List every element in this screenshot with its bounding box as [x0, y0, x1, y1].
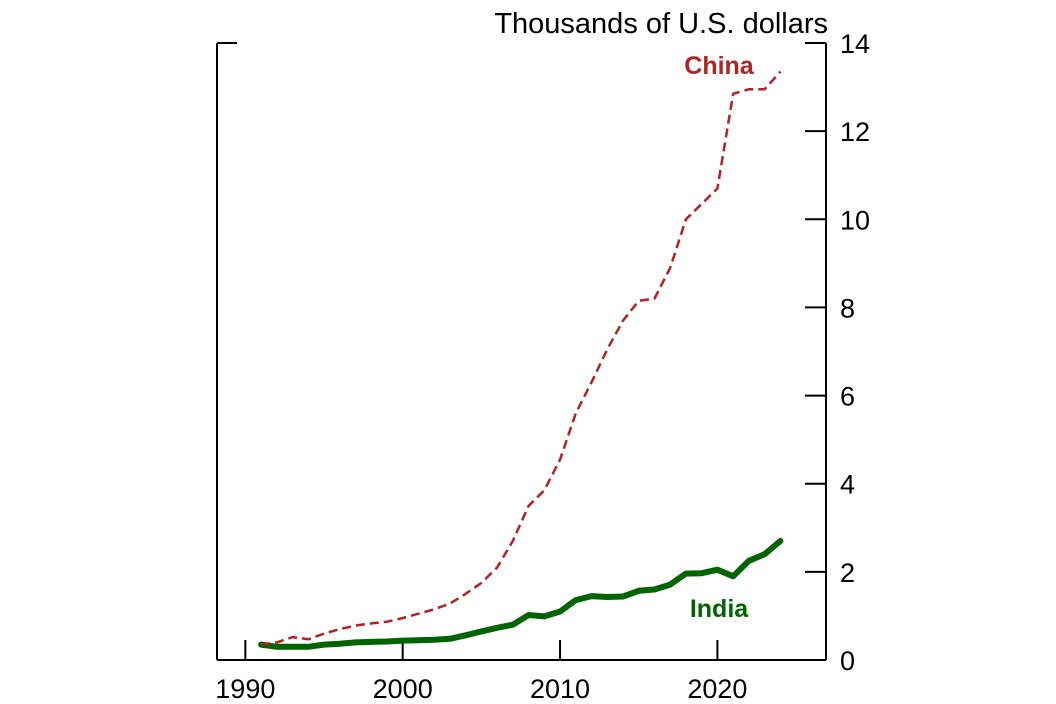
y-tick-label: 6 [840, 382, 855, 412]
series-line-china [260, 70, 782, 646]
series-line-india [258, 538, 784, 650]
x-tick-label: 2000 [373, 674, 433, 704]
y-tick-label: 10 [840, 205, 870, 235]
axes: 0 2 4 6 8 10 12 14 1990 2000 2010 2020 [215, 29, 870, 704]
series-layer [258, 70, 784, 650]
series-label-india: India [690, 595, 749, 623]
y-tick-label: 2 [840, 558, 855, 588]
y-tick-label: 14 [840, 29, 870, 59]
y-axis-unit-label: Thousands of U.S. dollars [494, 8, 828, 40]
y-tick-label: 12 [840, 117, 870, 147]
x-tick-label: 1990 [215, 674, 275, 704]
series-label-china: China [684, 52, 755, 80]
y-tick-label: 8 [840, 293, 855, 323]
x-tick-label: 2010 [530, 674, 590, 704]
x-tick-label: 2020 [687, 674, 747, 704]
y-tick-label: 0 [840, 646, 855, 676]
y-tick-label: 4 [840, 470, 855, 500]
